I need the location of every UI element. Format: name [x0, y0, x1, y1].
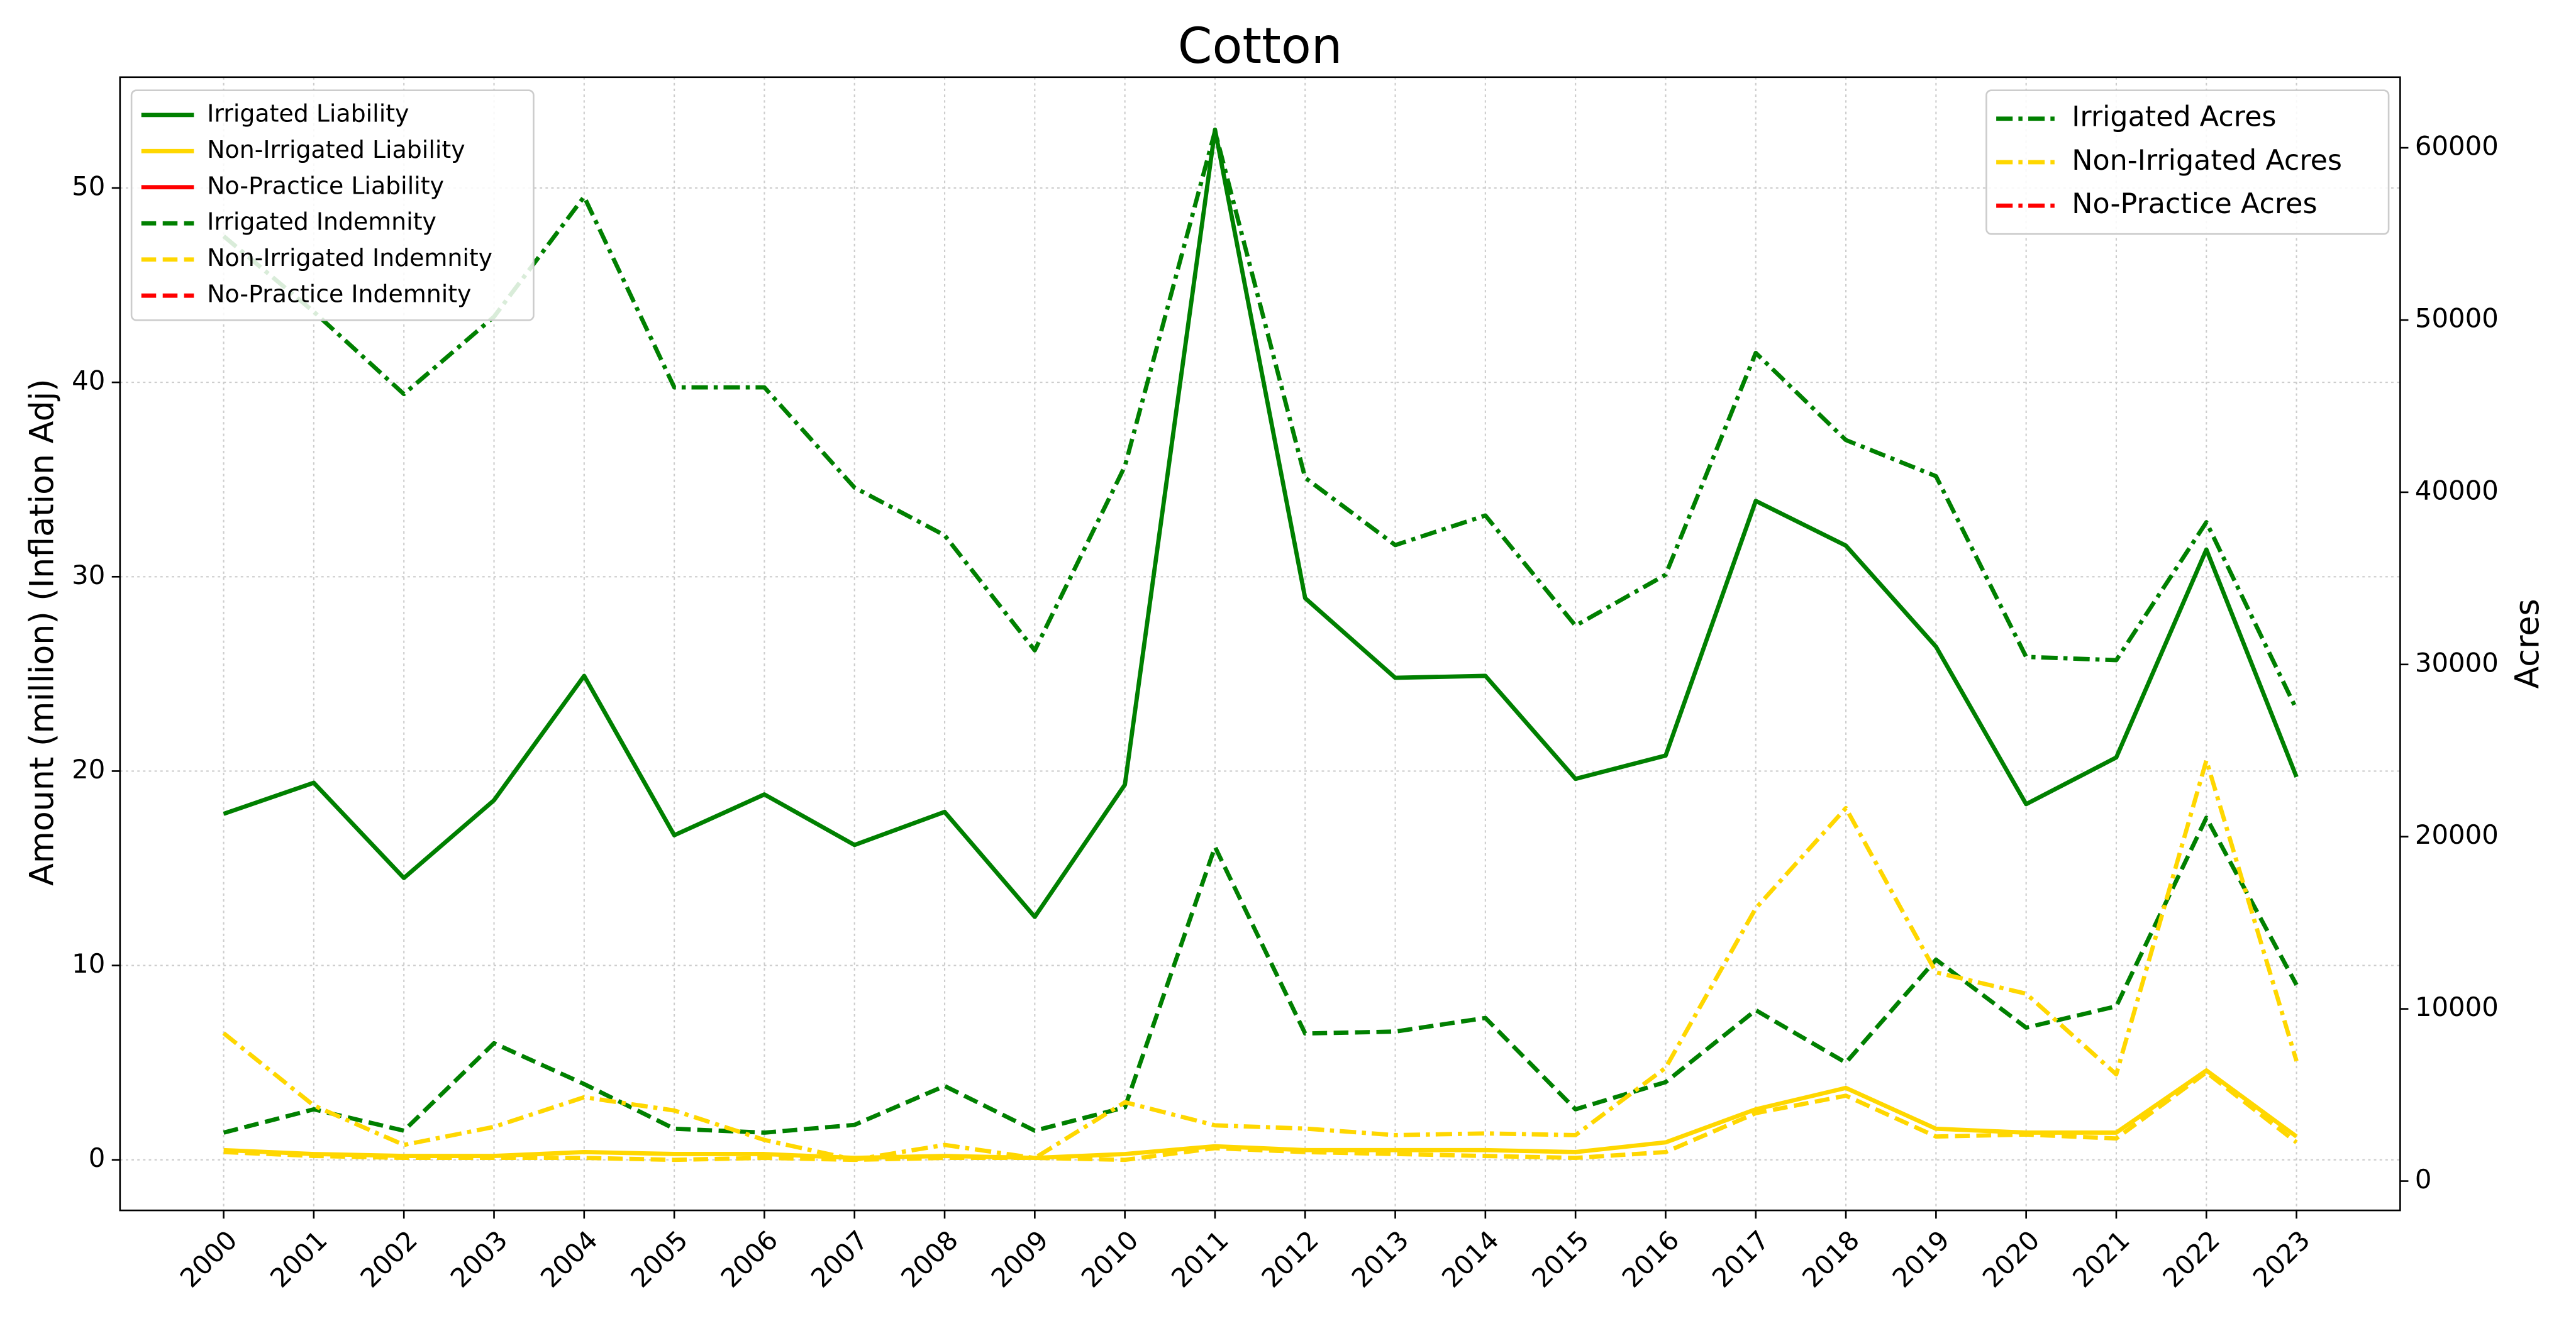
x-tick-label: 2002	[354, 1224, 423, 1293]
legend-label: Irrigated Indemnity	[207, 208, 436, 236]
legend: Irrigated Liability Non-Irrigated Liabili…	[130, 89, 535, 321]
y2-tick-label: 50000	[2415, 302, 2499, 333]
y-tick-label: 30	[72, 560, 105, 590]
x-tick-label: 2003	[445, 1224, 514, 1293]
y2-tick-label: 10000	[2415, 992, 2499, 1022]
x-tick-label: 2006	[714, 1224, 784, 1293]
x-tick-label: 2017	[1706, 1224, 1775, 1293]
legend-box	[130, 89, 535, 321]
x-tick-label: 2023	[2247, 1224, 2316, 1293]
x-tick-label: 2019	[1886, 1224, 1955, 1293]
legend-box	[1985, 89, 2390, 235]
y-tick-label: 0	[89, 1142, 106, 1173]
y2-tick-label: 20000	[2415, 819, 2499, 850]
legend-label: No-Practice Liability	[207, 172, 444, 199]
plot-frame	[119, 76, 2401, 1212]
y2-tick-label: 30000	[2415, 647, 2499, 678]
y-axis-label: Amount (million) (Inflation Adj)	[24, 378, 62, 886]
legend-label: Non-Irrigated Liability	[207, 136, 465, 163]
x-tick-label: 2018	[1796, 1224, 1865, 1293]
series-line	[222, 758, 2299, 1162]
legend-label: Non-Irrigated Acres	[2072, 145, 2342, 177]
x-tick-label: 2008	[895, 1224, 964, 1293]
y-tick-label: 10	[72, 948, 105, 979]
legend-label: Non-Irrigated Indemnity	[207, 244, 492, 272]
x-tick-label: 2016	[1616, 1224, 1685, 1293]
x-tick-label: 2020	[1977, 1224, 2046, 1293]
series-line	[222, 129, 2299, 710]
x-tick-label: 2001	[264, 1224, 333, 1293]
chart-title: Cotton	[1178, 18, 1343, 75]
x-tick-label: 2004	[535, 1224, 604, 1293]
x-tick-label: 2013	[1346, 1224, 1415, 1293]
y-tick-label: 20	[72, 754, 105, 785]
x-tick-label: 2011	[1165, 1224, 1235, 1293]
x-tick-label: 2010	[1075, 1224, 1145, 1293]
legend-label: Irrigated Acres	[2072, 101, 2276, 133]
y2-axis-label: Acres	[2509, 599, 2547, 688]
legend-label: No-Practice Indemnity	[207, 280, 471, 308]
x-tick-label: 2012	[1255, 1224, 1324, 1293]
x-tick-label: 2015	[1526, 1224, 1595, 1293]
x-tick-label: 2009	[985, 1224, 1054, 1293]
x-tick-label: 2000	[174, 1224, 243, 1293]
x-tick-label: 2014	[1436, 1224, 1505, 1293]
legend-label: Irrigated Liability	[207, 99, 409, 127]
series-line	[223, 815, 2299, 1135]
y2-tick-label: 60000	[2415, 131, 2499, 162]
legend-label: No-Practice Acres	[2072, 188, 2317, 220]
legend: Irrigated Acres Non-Irrigated Acres No-Pra…	[1985, 89, 2390, 235]
y-tick-label: 50	[72, 170, 105, 201]
y2-tick-label: 0	[2415, 1164, 2432, 1195]
series-line	[223, 127, 2299, 919]
y2-tick-label: 40000	[2415, 475, 2499, 506]
x-tick-label: 2022	[2157, 1224, 2226, 1293]
series-line	[223, 1068, 2298, 1161]
y-tick-label: 40	[72, 365, 105, 396]
series-line	[223, 1070, 2298, 1163]
x-tick-label: 2007	[805, 1224, 874, 1293]
x-tick-label: 2005	[625, 1224, 694, 1293]
x-tick-label: 2021	[2067, 1224, 2136, 1293]
